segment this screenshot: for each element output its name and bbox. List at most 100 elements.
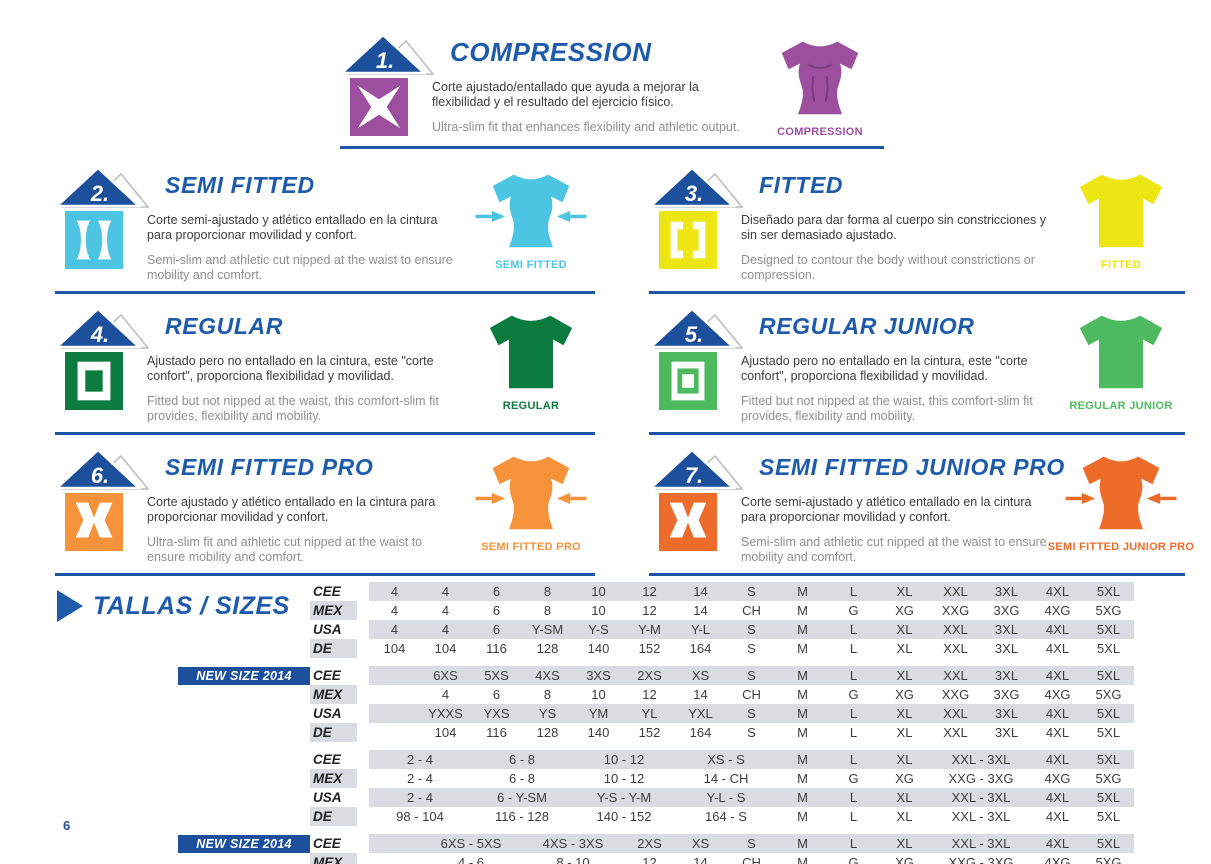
description-en: Fitted but not nipped at the waist, this… (741, 393, 1033, 423)
size-cell: XXL - 3XL (951, 836, 1011, 851)
fit-pictogram-regular (65, 352, 123, 410)
size-cell: 4 (390, 622, 399, 637)
size-cell: 3XG (993, 603, 1020, 618)
size-cell: L (849, 584, 858, 599)
size-row-de: DE 104 104 116 128 140 152 164 S M L XL XXL 3XL 4XL 5XL (0, 639, 1211, 658)
size-cells: 4 - 6 8 - 10 12 14 CH M G XG XXG - 3XG 4XG 5XG (369, 853, 1134, 864)
size-table-block-4: NEW SIZE 2014 CEE 6XS - 5XS 4XS - 3XS 2XS XS S… (0, 834, 1211, 864)
size-row-mex: MEX 4 - 6 8 - 10 12 14 CH M G XG XXG - 3XG 4XG 5XG (0, 853, 1211, 864)
shirt-figure-semi-fitted: SEMI FITTED (467, 165, 595, 283)
row-label-cee: CEE (313, 836, 341, 851)
size-cell: 3XL (994, 641, 1019, 656)
step-number: 5. (685, 322, 703, 347)
fit-section-semi-fitted-junior-pro: 7. SEMI FITTED JUNIOR PRO Corte semi-ajus… (649, 443, 1194, 576)
size-cell: 8 (543, 603, 552, 618)
size-cells: 6XS 5XS 4XS 3XS 2XS XS S M L XL XXL 3XL 4XL 5XL (369, 666, 1134, 685)
size-cell: XXG - 3XG (948, 771, 1014, 786)
description-en: Semi-slim and athletic cut nipped at the… (741, 534, 1047, 564)
size-cell: 5XG (1095, 687, 1122, 702)
size-cells: 6XS - 5XS 4XS - 3XS 2XS XS S M L XL XXL - 3XL 4XL… (369, 834, 1134, 853)
size-cell: 4 (441, 687, 450, 702)
size-cell: M (797, 603, 808, 618)
size-cell: 4 - 6 (457, 855, 484, 864)
size-cell: M (797, 668, 808, 683)
shirt-label: COMPRESSION (777, 126, 863, 138)
size-cell: 6 (492, 687, 501, 702)
size-cell: Y-L - S (706, 790, 746, 805)
size-cell: L (849, 790, 858, 805)
size-cell: 14 (693, 584, 708, 599)
tshirt-icon (781, 41, 859, 115)
size-cell: 4XL (1045, 706, 1070, 721)
pro-icon (659, 493, 717, 551)
size-row-usa: USA 4 4 6 Y-SM Y-S Y-M Y-L S M L XL XXL 3XL 4XL 5XL (0, 620, 1211, 639)
size-cells: 4 6 8 10 12 14 CH M G XG XXG 3XG 4XG 5XG (369, 685, 1134, 704)
size-cell: 5XL (1096, 836, 1121, 851)
inward-arrows-icon (475, 210, 587, 223)
size-row-mex: MEX 2 - 4 6 - 8 10 - 12 14 - CH M G XG XXG - 3XG… (0, 769, 1211, 788)
fit-header-compression: 1. COMPRESSION (340, 28, 884, 76)
row-label-mex: MEX (310, 769, 357, 788)
description-en: Ultra-slim fit that enhances flexibility… (432, 119, 740, 134)
size-cell: 5XL (1096, 641, 1121, 656)
size-cell: M (797, 641, 808, 656)
fit-pictogram-semi-fitted-junior-pro (659, 493, 717, 551)
size-table-block-1: CEE 4 4 6 8 10 12 14 S M L XL XXL 3XL 4XL 5XL MEX 4 4 6 8 10 1… (0, 582, 1211, 658)
size-cell: YXS (483, 706, 510, 721)
size-cell: 164 (689, 641, 712, 656)
fit-description-fitted: Diseñado para dar forma al cuerpo sin co… (741, 213, 1053, 283)
size-cell: XG (895, 855, 914, 864)
shirt-figure-fitted: FITTED (1057, 165, 1185, 283)
size-cell: 5XL (1096, 706, 1121, 721)
description-es: Ajustado pero no entallado en la cintura… (741, 354, 1028, 384)
size-cell: 12 (642, 584, 657, 599)
size-cell: M (797, 622, 808, 637)
size-cell (369, 723, 420, 742)
size-row-de: DE 98 - 104 116 - 128 140 - 152 164 - S M L XL X… (0, 807, 1211, 826)
step-number: 7. (685, 463, 703, 488)
size-cell: XL (896, 622, 913, 637)
row-left-zone (0, 723, 310, 742)
description-es: Diseñado para dar forma al cuerpo sin co… (741, 213, 1047, 243)
size-cell: 2XS (637, 836, 662, 851)
description-es: Corte semi-ajustado y atlético entallado… (147, 213, 438, 243)
size-row-cee: CEE 4 4 6 8 10 12 14 S M L XL XXL 3XL 4XL 5XL (0, 582, 1211, 601)
fit-section-regular-junior: 5. REGULAR JUNIOR Ajustado pero no entall… (649, 302, 1185, 435)
size-cell: 14 (693, 855, 708, 864)
size-cell: M (797, 706, 808, 721)
size-cell: 140 - 152 (596, 809, 652, 824)
size-cell: 6 (492, 622, 501, 637)
fit-header-regular: 4. REGULAR (55, 302, 595, 350)
step-triangle-icon: 4. (55, 307, 149, 349)
size-cell: M (797, 725, 808, 740)
row-left-zone (0, 853, 310, 864)
size-cell: 5XG (1095, 855, 1122, 864)
size-cell: Y-SM (531, 622, 564, 637)
size-cell: 4XG (1044, 771, 1071, 786)
size-table: CEE 4 4 6 8 10 12 14 S M L XL XXL 3XL 4XL 5XL MEX 4 4 6 8 10 1… (0, 582, 1211, 864)
fit-body-regular-junior: Ajustado pero no entallado en la cintura… (649, 315, 1185, 424)
semi-fitted-icon (65, 211, 123, 269)
size-cell: XS - S (707, 752, 745, 767)
inward-arrows-icon (1065, 492, 1177, 505)
step-number: 4. (90, 322, 109, 347)
size-cell: XXG - 3XG (948, 855, 1014, 864)
row-label-usa: USA (313, 706, 342, 721)
size-cell: 5XG (1095, 603, 1122, 618)
size-cell: 140 (587, 725, 610, 740)
fit-section-compression: 1. COMPRESSION Corte ajustado/entallado qu… (340, 28, 884, 149)
size-cell: YL (641, 706, 658, 721)
fit-title-compression: COMPRESSION (450, 36, 652, 67)
shirt-label: SEMI FITTED (495, 259, 567, 271)
shirt-figure-semi-fitted-junior-pro: SEMI FITTED JUNIOR PRO (1048, 447, 1194, 565)
size-cell: XXL (943, 668, 968, 683)
size-cell: CH (742, 687, 761, 702)
step-triangle-icon: 7. (649, 448, 743, 490)
size-cell: L (849, 668, 858, 683)
new-size-badge: NEW SIZE 2014 (178, 834, 310, 853)
size-cell: 98 - 104 (396, 809, 444, 824)
size-cell: YM (588, 706, 609, 721)
row-left-zone (0, 788, 310, 807)
row-label-usa: USA (313, 790, 342, 805)
fit-title-regular: REGULAR (165, 312, 283, 339)
